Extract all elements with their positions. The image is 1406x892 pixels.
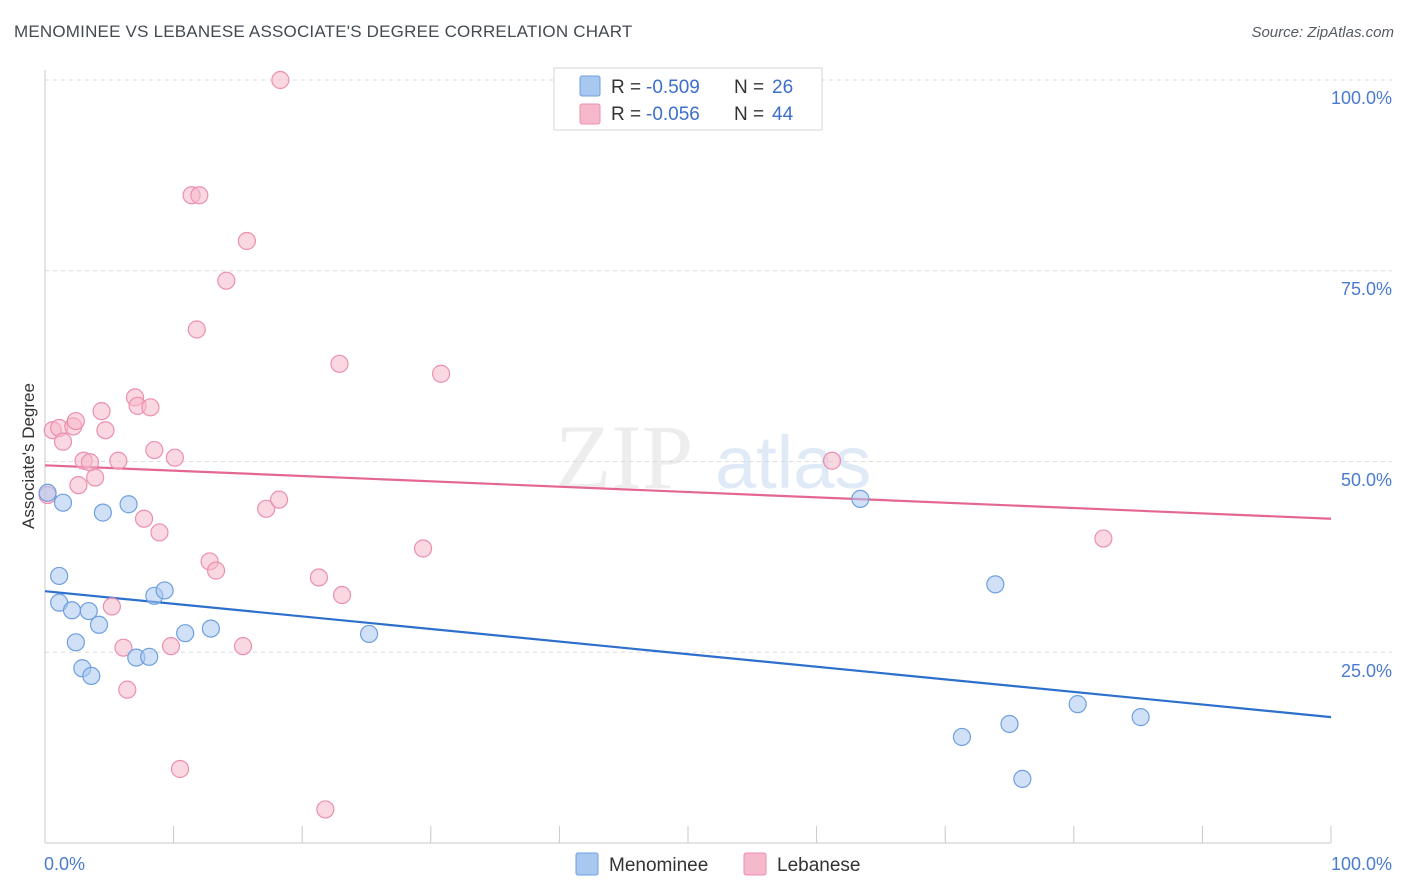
lebanese-point-27 bbox=[187, 320, 206, 339]
lebanese-point-26 bbox=[190, 186, 209, 205]
menominee-point-20 bbox=[952, 727, 972, 747]
bottom-legend-lebanese-label: Lebanese bbox=[777, 855, 860, 876]
x-axis-ticks bbox=[44, 826, 1332, 843]
lebanese-point-20 bbox=[145, 440, 164, 460]
lebanese-point-15 bbox=[118, 680, 137, 699]
menominee-point-8 bbox=[82, 666, 101, 686]
watermark-zip: ZIP bbox=[555, 406, 693, 508]
x-tick-label-100: 100.0% bbox=[1331, 854, 1392, 874]
y-tick-label-100: 100.0% bbox=[1331, 88, 1392, 108]
menominee-trendline bbox=[44, 590, 1332, 719]
menominee-point-16 bbox=[176, 624, 195, 643]
y-tick-label-25: 25.0% bbox=[1341, 661, 1392, 681]
menominee-point-19 bbox=[851, 489, 870, 508]
lebanese-point-3 bbox=[53, 432, 73, 451]
menominee-point-25 bbox=[1131, 708, 1150, 727]
gridlines bbox=[45, 79, 1392, 653]
legend-menominee-n-value: 26 bbox=[772, 77, 793, 98]
lebanese-point-34 bbox=[269, 490, 289, 509]
menominee-point-10 bbox=[93, 503, 112, 522]
lebanese-point-36 bbox=[309, 568, 329, 587]
lebanese-point-29 bbox=[206, 561, 226, 580]
lebanese-point-8 bbox=[80, 453, 100, 472]
lebanese-point-41 bbox=[431, 364, 451, 383]
menominee-point-15 bbox=[155, 581, 174, 600]
menominee-point-2 bbox=[50, 566, 69, 586]
lebanese-point-21 bbox=[150, 523, 169, 542]
menominee-point-4 bbox=[62, 601, 82, 620]
lebanese-point-32 bbox=[237, 231, 257, 251]
lebanese-point-18 bbox=[134, 509, 154, 528]
legend-lebanese-n-value: 44 bbox=[772, 104, 794, 125]
legend-lebanese-n-label: N = bbox=[734, 104, 764, 125]
legend-lebanese-swatch bbox=[579, 103, 601, 125]
lebanese-point-39 bbox=[332, 585, 352, 605]
bottom-legend-lebanese-swatch bbox=[743, 852, 767, 876]
menominee-point-24 bbox=[1068, 695, 1087, 714]
legend-menominee-r-label: R = bbox=[611, 77, 641, 98]
lebanese-point-35 bbox=[271, 70, 290, 90]
lebanese-points bbox=[38, 70, 1113, 819]
chart-title: MENOMINEE VS LEBANESE ASSOCIATE'S DEGREE… bbox=[14, 22, 633, 41]
lebanese-point-19 bbox=[141, 398, 160, 417]
lebanese-point-30 bbox=[217, 271, 236, 290]
lebanese-point-37 bbox=[316, 800, 335, 819]
menominee-point-0 bbox=[38, 483, 57, 502]
lebanese-point-12 bbox=[102, 597, 121, 616]
menominee-point-23 bbox=[1013, 769, 1032, 789]
menominee-point-5 bbox=[66, 633, 85, 652]
menominee-point-21 bbox=[986, 575, 1005, 594]
lebanese-point-10 bbox=[92, 402, 111, 421]
menominee-point-9 bbox=[89, 615, 109, 634]
legend-lebanese-r-value: -0.056 bbox=[646, 104, 700, 125]
lebanese-point-24 bbox=[170, 759, 190, 779]
bottom-legend-menominee-swatch bbox=[575, 852, 599, 876]
lebanese-point-5 bbox=[66, 411, 85, 431]
menominee-point-3 bbox=[53, 493, 73, 512]
legend-menominee-swatch bbox=[579, 75, 601, 97]
lebanese-point-40 bbox=[413, 539, 433, 558]
lebanese-point-31 bbox=[233, 637, 253, 656]
bottom-legend-menominee-label: Menominee bbox=[609, 855, 708, 876]
lebanese-point-9 bbox=[86, 468, 105, 487]
legend-menominee-r-value: -0.509 bbox=[646, 77, 700, 98]
menominee-points bbox=[38, 483, 1150, 789]
legend-series: Menominee Lebanese bbox=[575, 852, 860, 876]
lebanese-trendline bbox=[44, 464, 1332, 520]
watermark-atlas: atlas bbox=[715, 421, 871, 504]
x-tick-label-0: 0.0% bbox=[44, 854, 85, 874]
chart-source: Source: ZipAtlas.com bbox=[1251, 24, 1394, 41]
lebanese-point-38 bbox=[330, 354, 349, 373]
lebanese-point-11 bbox=[96, 421, 115, 440]
lebanese-point-43 bbox=[1094, 529, 1113, 548]
y-tick-label-50: 50.0% bbox=[1341, 470, 1392, 490]
menominee-point-22 bbox=[1000, 714, 1019, 734]
lebanese-point-23 bbox=[165, 448, 184, 467]
y-tick-label-75: 75.0% bbox=[1341, 279, 1392, 299]
legend-lebanese-r-label: R = bbox=[611, 104, 641, 125]
y-axis-title: Associate's Degree bbox=[19, 383, 38, 529]
lebanese-point-6 bbox=[69, 476, 88, 495]
menominee-point-11 bbox=[119, 495, 138, 514]
legend-stats: R = -0.509 N = 26 R = -0.056 N = 44 bbox=[553, 67, 823, 131]
lebanese-point-14 bbox=[114, 638, 133, 657]
menominee-point-18 bbox=[359, 624, 379, 644]
lebanese-point-13 bbox=[109, 451, 128, 470]
lebanese-point-42 bbox=[822, 451, 842, 470]
menominee-point-13 bbox=[140, 647, 159, 666]
lebanese-point-22 bbox=[161, 637, 181, 656]
legend-menominee-n-label: N = bbox=[734, 77, 764, 98]
menominee-point-17 bbox=[201, 619, 220, 638]
lebanese-point-33 bbox=[257, 499, 276, 518]
menominee-point-7 bbox=[79, 601, 98, 621]
y-tick-labels: 100.0% 75.0% 50.0% 25.0% bbox=[1331, 88, 1392, 681]
